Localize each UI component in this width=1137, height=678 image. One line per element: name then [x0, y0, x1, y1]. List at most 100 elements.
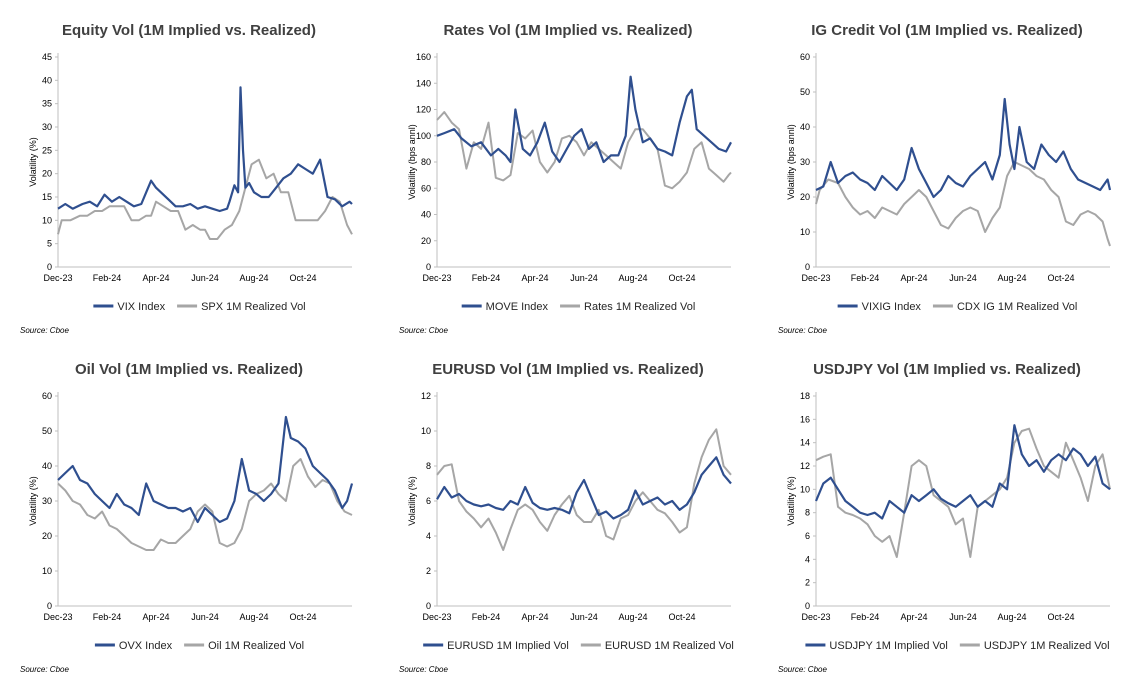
implied-vol-line [57, 415, 354, 524]
x-tick-label: Dec-23 [43, 612, 72, 622]
x-tick-label: Dec-23 [801, 612, 830, 622]
y-tick-label: 10 [42, 215, 52, 225]
legend-label: USDJPY 1M Implied Vol [829, 640, 947, 652]
y-tick-label: 20 [421, 236, 431, 246]
x-tick-label: Apr-24 [142, 273, 169, 283]
y-tick-label: 2 [805, 578, 810, 588]
y-tick-label: 10 [800, 484, 810, 494]
y-tick-label: 8 [805, 508, 810, 518]
source-note: Source: Cboe [778, 665, 827, 674]
y-tick-label: 0 [47, 601, 52, 611]
y-tick-label: 2 [426, 566, 431, 576]
y-tick-label: 25 [42, 145, 52, 155]
y-tick-label: 40 [421, 210, 431, 220]
y-tick-label: 30 [42, 496, 52, 506]
x-tick-label: Apr-24 [900, 612, 927, 622]
y-tick-label: 18 [800, 391, 810, 401]
x-tick-label: Oct-24 [668, 273, 695, 283]
realized-vol-line [815, 161, 1111, 247]
source-note: Source: Cboe [778, 326, 827, 335]
source-note: Source: Cboe [20, 665, 69, 674]
chart-panel-2: Rates Vol (1M Implied vs. Realized) 0 20 40… [379, 0, 758, 339]
y-axis-label: Volatility (%) [786, 476, 796, 526]
legend-label: Rates 1M Realized Vol [584, 301, 695, 313]
implied-vol-line [436, 456, 732, 520]
chart-svg: Rates Vol (1M Implied vs. Realized) 0 20 40… [399, 22, 732, 335]
realized-vol-line [436, 111, 732, 190]
x-tick-label: Aug-24 [239, 612, 268, 622]
chart-title: Oil Vol (1M Implied vs. Realized) [75, 361, 303, 378]
chart-title: USDJPY Vol (1M Implied vs. Realized) [813, 361, 1081, 378]
y-axis-label: Volatility (%) [407, 476, 417, 526]
legend-label: MOVE Index [486, 301, 549, 313]
y-tick-label: 160 [416, 52, 431, 62]
y-tick-label: 60 [42, 391, 52, 401]
chart-svg: EURUSD Vol (1M Implied vs. Realized) 0 2 4 6… [399, 361, 734, 674]
x-tick-label: Feb-24 [93, 612, 122, 622]
y-tick-label: 40 [800, 122, 810, 132]
x-tick-label: Aug-24 [997, 273, 1026, 283]
x-tick-label: Jun-24 [191, 273, 219, 283]
y-tick-label: 0 [47, 262, 52, 272]
y-tick-label: 10 [42, 566, 52, 576]
y-tick-label: 35 [42, 99, 52, 109]
implied-vol-line [814, 424, 1111, 520]
y-tick-label: 20 [42, 169, 52, 179]
y-tick-label: 30 [800, 157, 810, 167]
realized-vol-line [57, 158, 353, 240]
chart-title: IG Credit Vol (1M Implied vs. Realized) [811, 22, 1082, 39]
y-tick-label: 60 [421, 183, 431, 193]
chart-panel-3: IG Credit Vol (1M Implied vs. Realized) 0… [758, 0, 1137, 339]
legend-label: VIX Index [117, 301, 165, 313]
y-axis-label: Volatility (%) [28, 137, 38, 187]
y-tick-label: 10 [421, 426, 431, 436]
x-tick-label: Oct-24 [289, 612, 316, 622]
x-tick-label: Feb-24 [472, 273, 501, 283]
x-tick-label: Dec-23 [801, 273, 830, 283]
legend-label: USDJPY 1M Realized Vol [984, 640, 1110, 652]
y-axis-label: Volatility (%) [28, 476, 38, 526]
y-tick-label: 40 [42, 461, 52, 471]
x-tick-label: Aug-24 [997, 612, 1026, 622]
chart-title: EURUSD Vol (1M Implied vs. Realized) [432, 361, 703, 378]
source-note: Source: Cboe [399, 665, 448, 674]
implied-vol-line [436, 75, 732, 164]
x-tick-label: Aug-24 [239, 273, 268, 283]
y-tick-label: 16 [800, 414, 810, 424]
implied-vol-line [815, 97, 1112, 199]
chart-panel-4: Oil Vol (1M Implied vs. Realized) 0 10 20 30… [0, 339, 379, 678]
y-tick-label: 60 [800, 52, 810, 62]
x-tick-label: Dec-23 [43, 273, 72, 283]
legend-label: VIXIG Index [862, 301, 922, 313]
y-tick-label: 0 [805, 601, 810, 611]
legend-label: CDX IG 1M Realized Vol [957, 301, 1077, 313]
x-tick-label: Dec-23 [422, 612, 451, 622]
x-tick-label: Feb-24 [851, 273, 880, 283]
x-tick-label: Apr-24 [142, 612, 169, 622]
chart-svg: Oil Vol (1M Implied vs. Realized) 0 10 20 30… [20, 361, 354, 674]
y-tick-label: 20 [42, 531, 52, 541]
y-tick-label: 50 [800, 87, 810, 97]
x-tick-label: Jun-24 [191, 612, 219, 622]
y-tick-label: 4 [426, 531, 431, 541]
x-tick-label: Dec-23 [422, 273, 451, 283]
x-tick-label: Aug-24 [618, 612, 647, 622]
y-tick-label: 140 [416, 78, 431, 88]
x-tick-label: Jun-24 [949, 273, 977, 283]
y-tick-label: 120 [416, 105, 431, 115]
x-tick-label: Aug-24 [618, 273, 647, 283]
chart-svg: USDJPY Vol (1M Implied vs. Realized) 0 2 4 6… [778, 361, 1111, 674]
x-tick-label: Jun-24 [570, 612, 598, 622]
y-tick-label: 20 [800, 192, 810, 202]
x-tick-label: Apr-24 [900, 273, 927, 283]
x-tick-label: Oct-24 [1047, 612, 1074, 622]
y-tick-label: 0 [805, 262, 810, 272]
y-tick-label: 0 [426, 601, 431, 611]
realized-vol-line [436, 428, 732, 551]
y-tick-label: 40 [42, 75, 52, 85]
y-tick-label: 10 [800, 227, 810, 237]
x-tick-label: Oct-24 [668, 612, 695, 622]
x-tick-label: Oct-24 [1047, 273, 1074, 283]
y-tick-label: 80 [421, 157, 431, 167]
